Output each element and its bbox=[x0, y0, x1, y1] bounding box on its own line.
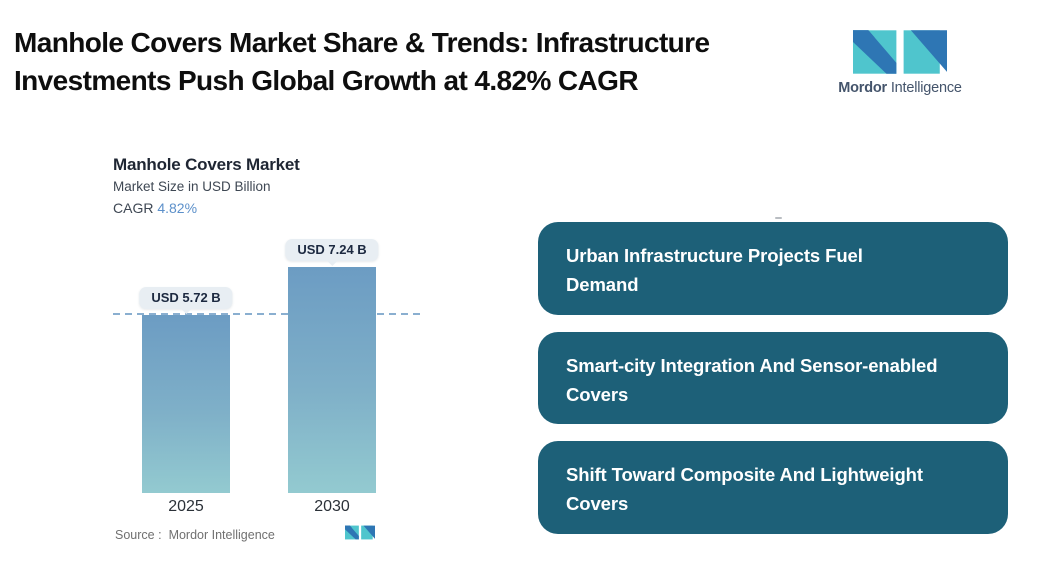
axis-label-2025: 2025 bbox=[168, 498, 204, 515]
value-label-2030: USD 7.24 B bbox=[285, 239, 379, 262]
source-label: Source : bbox=[115, 528, 162, 542]
chart-subtitle: Market Size in USD Billion bbox=[113, 179, 271, 194]
highlight-card-smart-city: Smart-city Integration And Sensor-enable… bbox=[538, 332, 1008, 424]
bar-2025 bbox=[142, 314, 230, 493]
page-title: Manhole Covers Market Share & Trends: In… bbox=[14, 27, 710, 96]
highlight-card-urban-infrastructure: Urban Infrastructure Projects Fuel Deman… bbox=[538, 222, 1008, 315]
mordor-logo-small-icon bbox=[345, 525, 375, 540]
cagr-label: CAGR bbox=[113, 200, 158, 216]
cagr-value: 4.82% bbox=[157, 200, 198, 216]
highlight-card-composite-covers: Shift Toward Composite And Lightweight C… bbox=[538, 441, 1008, 534]
brand-name-bold: Mordor bbox=[838, 80, 887, 96]
bar-2030 bbox=[288, 267, 376, 493]
mordor-logo-icon bbox=[853, 30, 947, 74]
axis-label-2030: 2030 bbox=[314, 498, 350, 515]
value-label-2025: USD 5.72 B bbox=[139, 286, 233, 309]
brand-logo: Mordor Intelligence bbox=[838, 30, 962, 96]
stray-dash-artifact bbox=[775, 217, 782, 219]
reference-dashed-line bbox=[113, 312, 420, 315]
chart-cagr: CAGR 4.82% bbox=[113, 200, 197, 216]
chart-title: Manhole Covers Market bbox=[113, 155, 300, 174]
brand-name-regular: Intelligence bbox=[890, 80, 962, 96]
source-value: Mordor Intelligence bbox=[168, 528, 275, 542]
brand-wordmark: Mordor Intelligence bbox=[838, 80, 962, 96]
source-note: Source : Mordor Intelligence bbox=[115, 528, 275, 542]
